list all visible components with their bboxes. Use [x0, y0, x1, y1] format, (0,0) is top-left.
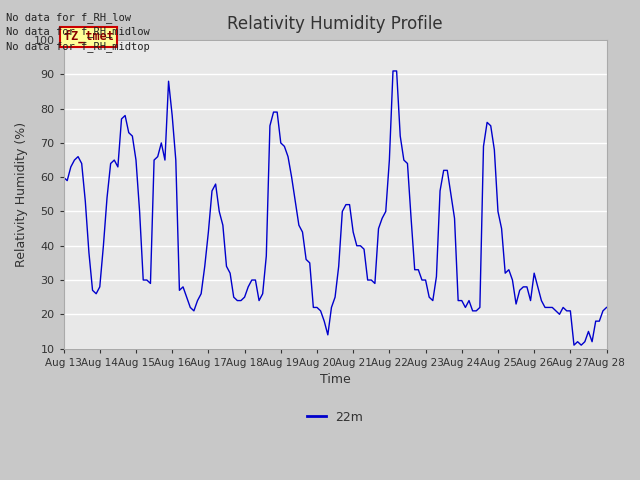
Title: Relativity Humidity Profile: Relativity Humidity Profile — [227, 15, 443, 33]
Text: No data for f_RH_low: No data for f_RH_low — [6, 12, 131, 23]
Text: fZ_tmet: fZ_tmet — [63, 30, 113, 43]
Text: No data for f_RH_midlow: No data for f_RH_midlow — [6, 26, 150, 37]
Text: No data for f_RH_midtop: No data for f_RH_midtop — [6, 41, 150, 52]
Legend: 22m: 22m — [302, 406, 369, 429]
Y-axis label: Relativity Humidity (%): Relativity Humidity (%) — [15, 122, 28, 267]
X-axis label: Time: Time — [320, 373, 351, 386]
